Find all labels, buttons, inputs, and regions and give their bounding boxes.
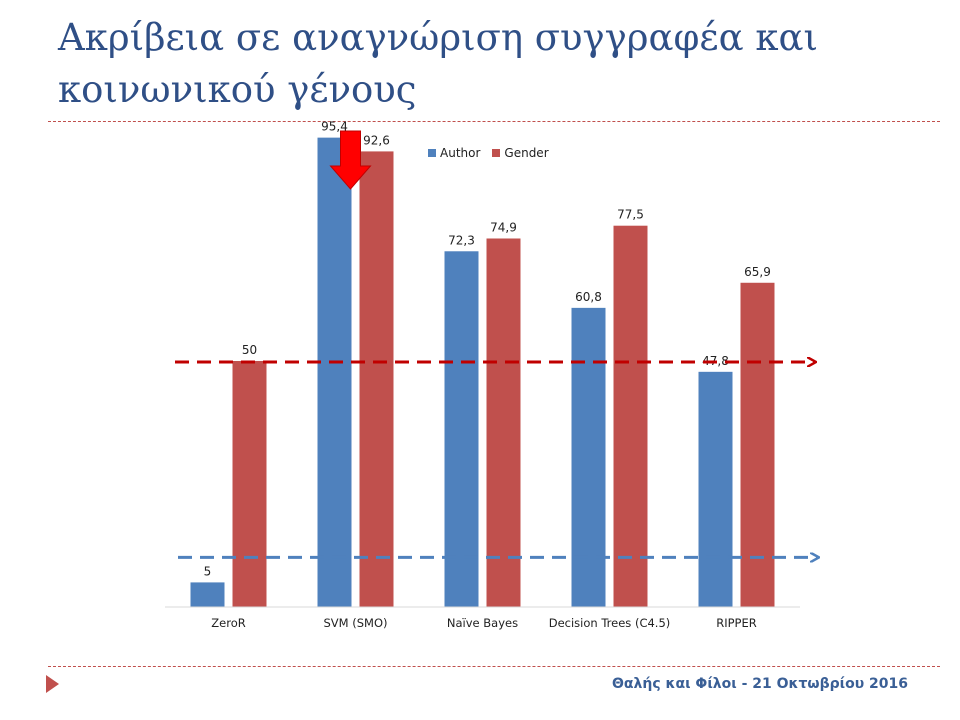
- slide-title: Ακρίβεια σε αναγνώριση συγγραφέα και κοι…: [58, 16, 818, 111]
- bar-author-3: [571, 307, 606, 607]
- bar-gender-1: [359, 151, 394, 607]
- category-label-4: RIPPER: [716, 616, 757, 630]
- category-label-2: Naïve Bayes: [447, 616, 518, 630]
- category-label-3: Decision Trees (C4.5): [549, 616, 671, 630]
- bar-gender-4: [740, 282, 775, 607]
- bar-label-gender-0: 50: [242, 343, 257, 357]
- bar-author-1: [317, 137, 352, 607]
- footer-divider: [48, 666, 940, 667]
- bar-label-gender-1: 92,6: [363, 133, 390, 147]
- bar-gender-2: [486, 238, 521, 607]
- legend-item-author: Author: [428, 146, 480, 160]
- title-divider: [48, 121, 940, 122]
- category-label-0: ZeroR: [211, 616, 245, 630]
- bar-label-gender-4: 65,9: [744, 265, 771, 279]
- bar-label-author-2: 72,3: [448, 233, 475, 247]
- bar-label-author-0: 5: [204, 564, 212, 578]
- bar-author-2: [444, 251, 479, 607]
- legend-swatch-gender: [492, 149, 501, 157]
- bar-author-4: [698, 371, 733, 607]
- category-label-1: SVM (SMO): [324, 616, 388, 630]
- bar-gender-0: [232, 361, 267, 607]
- highlight-down-arrow-icon: [329, 130, 372, 190]
- legend-label-gender: Gender: [504, 146, 549, 160]
- legend-swatch-author: [428, 149, 436, 157]
- bar-label-gender-2: 74,9: [490, 220, 517, 234]
- bar-label-author-3: 60,8: [575, 290, 602, 304]
- bar-gender-3: [613, 225, 648, 607]
- footer-text: Θαλής και Φίλοι - 21 Οκτωβρίου 2016: [612, 676, 908, 692]
- chart-legend: Author Gender: [428, 146, 549, 160]
- footer-arrow-icon: [46, 675, 59, 693]
- bar-author-0: [190, 582, 225, 607]
- legend-label-author: Author: [440, 146, 481, 160]
- bar-label-author-1: 95,4: [321, 120, 348, 134]
- legend-item-gender: Gender: [492, 146, 549, 160]
- bar-label-gender-3: 77,5: [617, 208, 644, 222]
